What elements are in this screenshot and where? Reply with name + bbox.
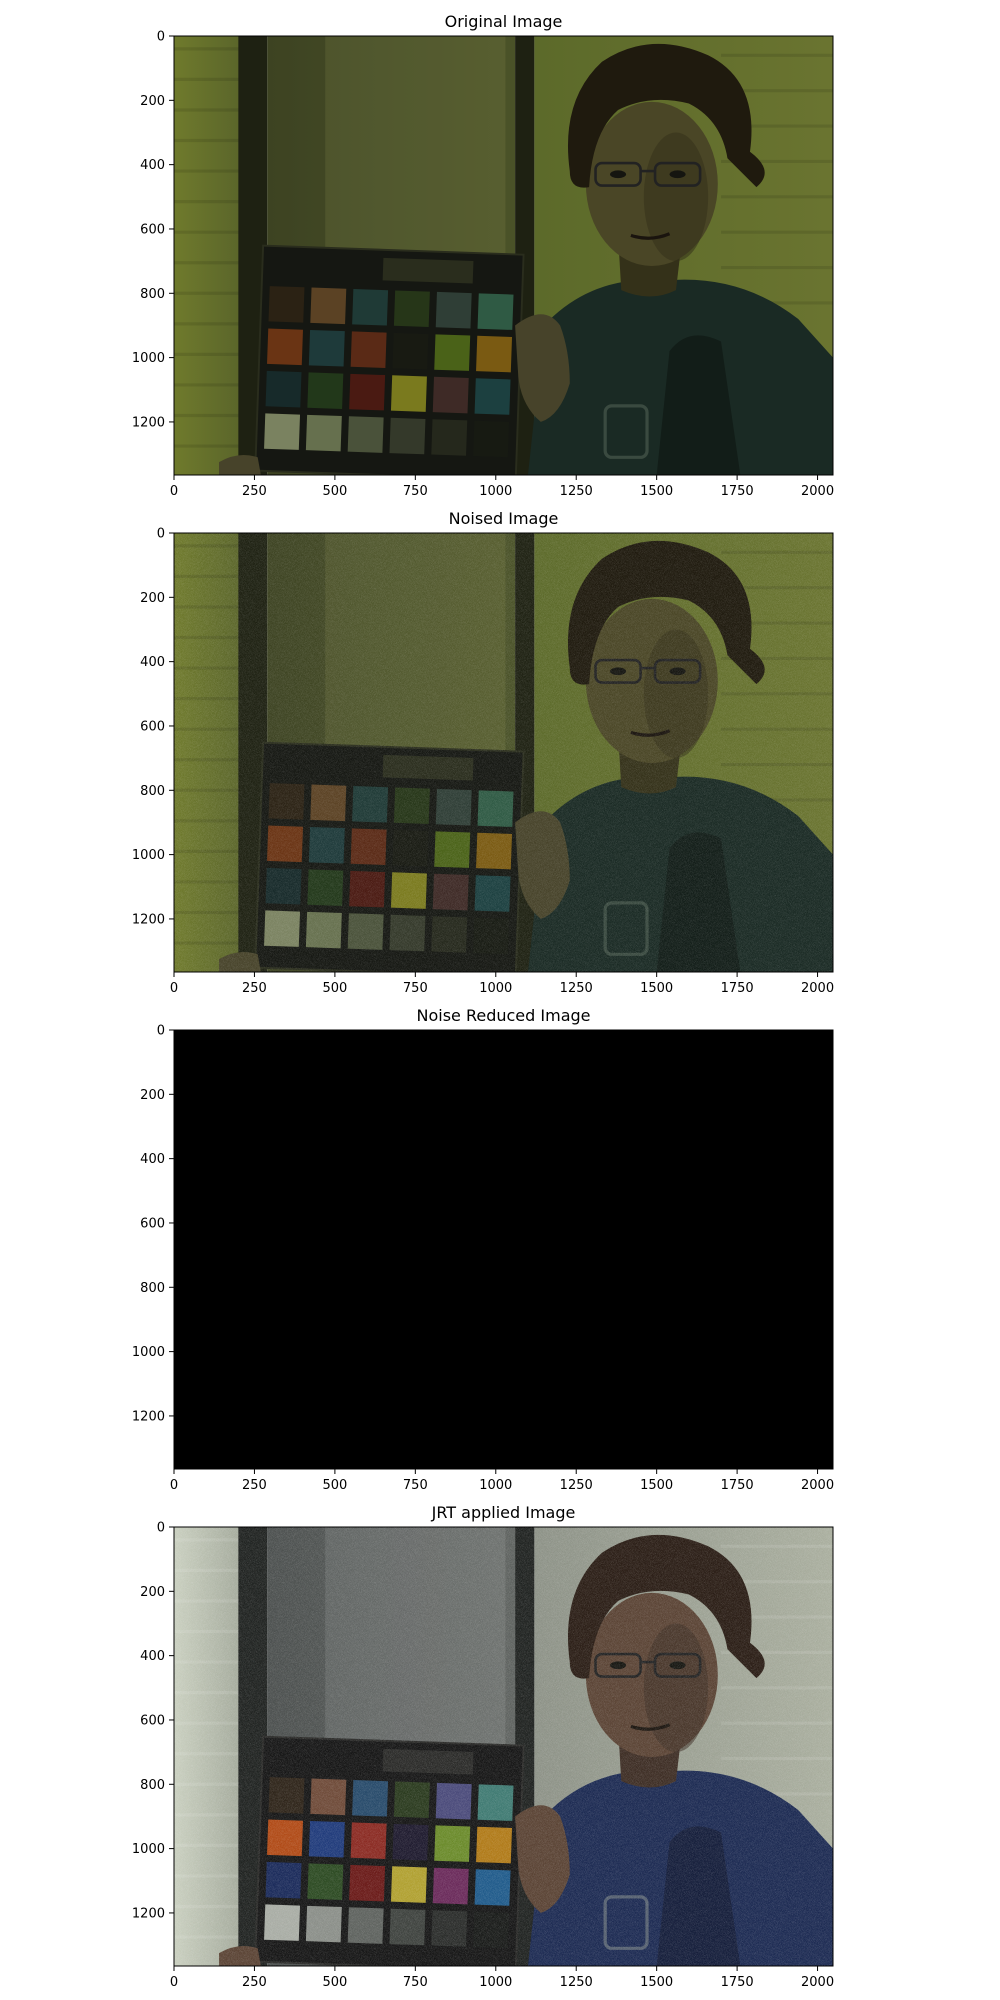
x-tick-label: 1750	[721, 484, 754, 499]
x-tick-label: 750	[403, 1478, 428, 1493]
x-tick-label: 1500	[640, 1975, 673, 1990]
y-tick-label: 800	[140, 1778, 165, 1793]
y-tick-label: 1200	[132, 415, 165, 430]
x-tick-label: 2000	[801, 484, 834, 499]
x-tick-label: 2000	[801, 1478, 834, 1493]
y-tick-label: 1000	[132, 1842, 165, 1857]
axes-frame	[173, 532, 834, 973]
x-tick-label: 1250	[560, 981, 593, 996]
panel-image	[174, 1030, 833, 1469]
x-tick-label: 750	[403, 1975, 428, 1990]
x-tick-label: 1500	[640, 981, 673, 996]
x-tick-label: 750	[403, 981, 428, 996]
x-tick-label: 1000	[479, 981, 512, 996]
y-tick-label: 1000	[132, 1345, 165, 1360]
x-tick-label: 500	[322, 1478, 347, 1493]
panel-title: JRT applied Image	[431, 1503, 576, 1522]
panel-image	[174, 533, 833, 973]
y-tick-label: 1000	[132, 351, 165, 366]
panel-image	[174, 1527, 833, 1967]
y-tick-label: 200	[140, 1088, 165, 1103]
image-panel-3: Noise Reduced Image 0 250 500 750 1000 1250 150…	[132, 1006, 834, 1493]
y-tick-label: 400	[140, 1152, 165, 1167]
x-tick-label: 1250	[560, 484, 593, 499]
y-tick-label: 200	[140, 1585, 165, 1600]
y-tick-label: 400	[140, 655, 165, 670]
panel-title: Noised Image	[449, 509, 559, 528]
x-tick-label: 1500	[640, 484, 673, 499]
y-tick-label: 800	[140, 784, 165, 799]
axes-frame	[173, 1526, 834, 1967]
y-tick-label: 1000	[132, 848, 165, 863]
y-tick-label: 200	[140, 591, 165, 606]
x-tick-label: 1000	[479, 1975, 512, 1990]
x-tick-label: 0	[170, 981, 178, 996]
y-tick-label: 1200	[132, 1906, 165, 1921]
x-tick-label: 1250	[560, 1975, 593, 1990]
x-tick-label: 1750	[721, 981, 754, 996]
x-tick-label: 1500	[640, 1478, 673, 1493]
x-tick-label: 500	[322, 981, 347, 996]
x-tick-label: 250	[242, 1975, 267, 1990]
x-tick-label: 500	[322, 1975, 347, 1990]
y-tick-label: 0	[157, 527, 165, 542]
axes-frame	[173, 35, 834, 476]
panel-title: Noise Reduced Image	[417, 1006, 591, 1025]
y-tick-label: 400	[140, 1649, 165, 1664]
panel-image	[174, 36, 833, 476]
x-tick-label: 1750	[721, 1975, 754, 1990]
x-tick-label: 2000	[801, 1975, 834, 1990]
axes-frame	[173, 1029, 834, 1470]
y-tick-label: 0	[157, 30, 165, 45]
image-panel-1: Original Image 0 250 500 750 1000 1250 1500 1750…	[132, 12, 834, 499]
x-tick-label: 1000	[479, 1478, 512, 1493]
y-tick-label: 600	[140, 222, 165, 237]
y-tick-label: 600	[140, 719, 165, 734]
image-panel-4: JRT applied Image 0 250 500 750 1000 1250 1500 1…	[132, 1503, 834, 1990]
x-tick-label: 1000	[479, 484, 512, 499]
x-tick-label: 2000	[801, 981, 834, 996]
x-tick-label: 1250	[560, 1478, 593, 1493]
y-tick-label: 800	[140, 1281, 165, 1296]
y-tick-label: 200	[140, 94, 165, 109]
y-tick-label: 0	[157, 1024, 165, 1039]
y-tick-label: 1200	[132, 1409, 165, 1424]
y-tick-label: 600	[140, 1216, 165, 1231]
y-tick-label: 600	[140, 1713, 165, 1728]
x-tick-label: 250	[242, 484, 267, 499]
y-tick-label: 800	[140, 287, 165, 302]
y-tick-label: 1200	[132, 912, 165, 927]
x-tick-label: 250	[242, 981, 267, 996]
x-tick-label: 0	[170, 1975, 178, 1990]
y-tick-label: 0	[157, 1521, 165, 1536]
y-tick-label: 400	[140, 158, 165, 173]
x-tick-label: 1750	[721, 1478, 754, 1493]
x-tick-label: 0	[170, 1478, 178, 1493]
panel-title: Original Image	[445, 12, 563, 31]
x-tick-label: 750	[403, 484, 428, 499]
x-tick-label: 0	[170, 484, 178, 499]
image-panel-2: Noised Image 0 250 500 750 1000 1250 1500 1750 20…	[132, 509, 834, 996]
x-tick-label: 500	[322, 484, 347, 499]
x-tick-label: 250	[242, 1478, 267, 1493]
